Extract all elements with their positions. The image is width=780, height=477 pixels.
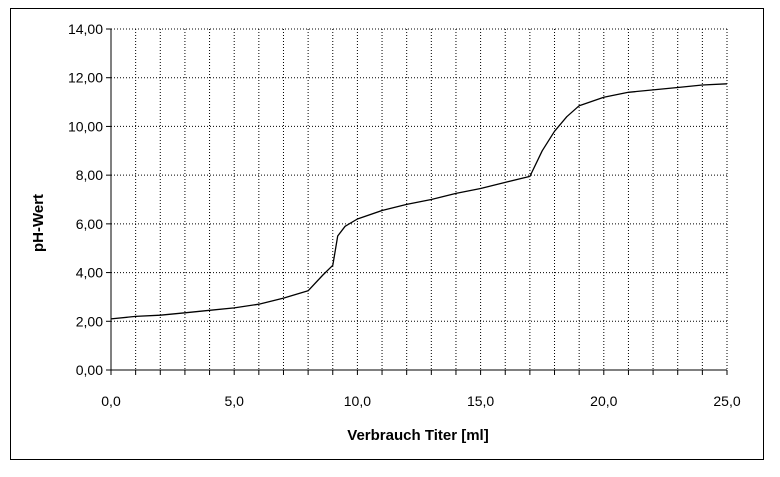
axes <box>106 28 728 375</box>
grid <box>111 28 728 370</box>
x-tick-label: 5,0 <box>224 393 244 409</box>
y-tick-label: 14,00 <box>68 21 103 37</box>
y-tick-label: 4,00 <box>76 265 103 281</box>
x-tick-label: 20,0 <box>590 393 617 409</box>
x-tick-label: 0,0 <box>101 393 121 409</box>
series-layer <box>110 83 728 320</box>
y-tick-label: 10,00 <box>68 118 103 134</box>
y-tick-label: 12,00 <box>68 70 103 86</box>
x-tick-label: 25,0 <box>713 393 740 409</box>
y-tick-label: 8,00 <box>76 167 103 183</box>
tick-labels: 0,00 2,00 4,00 6,00 8,00 10,00 12,00 14,00 0,0 5,… <box>68 21 741 409</box>
x-axis-title: Verbrauch Titer [ml] <box>347 427 488 444</box>
y-axis-title: pH-Wert <box>30 194 47 252</box>
titration-curve <box>110 83 728 320</box>
x-tick-label: 10,0 <box>344 393 371 409</box>
y-tick-label: 6,00 <box>76 216 103 232</box>
x-tick-label: 15,0 <box>467 393 494 409</box>
y-tick-label: 0,00 <box>76 362 103 378</box>
y-tick-label: 2,00 <box>76 313 103 329</box>
